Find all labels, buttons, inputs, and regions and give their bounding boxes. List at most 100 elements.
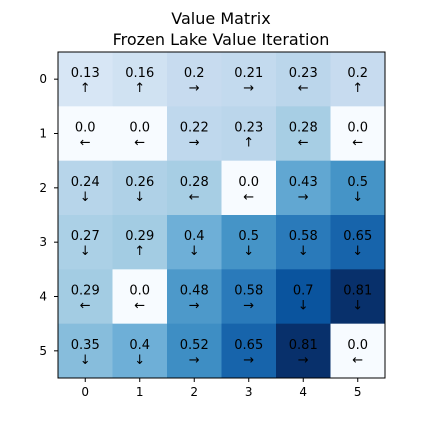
cell-policy-arrow: ↓ (134, 353, 145, 368)
y-tick-label: 4 (39, 290, 47, 304)
heatmap-cell (276, 52, 331, 107)
heatmap-cell (58, 215, 113, 270)
heatmap-cell-labels: 0.13↑0.16↑0.2→0.21→0.23←0.2↑0.0←0.0←0.22… (71, 66, 372, 368)
cell-policy-arrow: → (243, 353, 254, 368)
cell-policy-arrow: ↓ (80, 353, 91, 368)
heatmap-cell (276, 160, 331, 216)
heatmap-cell (276, 269, 331, 325)
cell-value-label: 0.0 (347, 121, 368, 136)
cell-policy-arrow: ↓ (298, 244, 309, 259)
cell-value-label: 0.81 (289, 338, 318, 353)
cell-value-label: 0.65 (343, 229, 372, 244)
cell-value-label: 0.21 (234, 66, 263, 81)
heatmap-cell (167, 269, 222, 325)
heatmap-cell (221, 269, 277, 325)
heatmap-cell (276, 106, 331, 162)
heatmap-cell (167, 323, 222, 379)
heatmap-cell (112, 269, 168, 325)
cell-policy-arrow: ← (298, 136, 309, 151)
cell-value-label: 0.23 (234, 121, 263, 136)
heatmap-cell (330, 160, 386, 216)
cell-value-label: 0.58 (234, 284, 263, 299)
heatmap-cells (58, 52, 386, 379)
heatmap-cell (221, 215, 277, 270)
y-tick-label: 5 (39, 344, 47, 358)
cell-value-label: 0.2 (184, 66, 205, 81)
cell-value-label: 0.0 (129, 284, 150, 299)
cell-value-label: 0.13 (71, 66, 100, 81)
cell-policy-arrow: ↓ (189, 244, 200, 259)
heatmap-cell (112, 52, 168, 107)
x-tick-label: 1 (136, 385, 144, 399)
chart-subtitle: Frozen Lake Value Iteration (113, 30, 330, 49)
y-tick-label: 0 (39, 72, 47, 86)
heatmap-cell (330, 323, 386, 379)
cell-policy-arrow: ↓ (134, 190, 145, 205)
cell-policy-arrow: ← (298, 81, 309, 96)
cell-policy-arrow: ← (134, 136, 145, 151)
heatmap-cell (276, 215, 331, 270)
cell-value-label: 0.5 (347, 175, 368, 190)
cell-policy-arrow: ↓ (80, 190, 91, 205)
heatmap-cell (112, 160, 168, 216)
cell-value-label: 0.7 (293, 284, 314, 299)
heatmap-cell (58, 269, 113, 325)
y-tick-label: 1 (39, 127, 47, 141)
cell-value-label: 0.0 (238, 175, 259, 190)
cell-policy-arrow: ↑ (352, 81, 363, 96)
heatmap-cell (221, 106, 277, 162)
cell-policy-arrow: ↑ (134, 81, 145, 96)
cell-policy-arrow: ↑ (134, 244, 145, 259)
x-tick-label: 2 (190, 385, 198, 399)
cell-value-label: 0.43 (289, 175, 318, 190)
cell-policy-arrow: ← (80, 136, 91, 151)
heatmap-cell (330, 269, 386, 325)
cell-policy-arrow: ↓ (243, 244, 254, 259)
y-tick-label: 2 (39, 181, 47, 195)
cell-value-label: 0.4 (184, 229, 205, 244)
cell-value-label: 0.28 (289, 121, 318, 136)
cell-value-label: 0.2 (347, 66, 368, 81)
cell-policy-arrow: ↓ (80, 244, 91, 259)
x-axis: 0 1 2 3 4 5 (81, 378, 362, 399)
heatmap-cell (112, 215, 168, 270)
cell-policy-arrow: ↓ (298, 299, 309, 314)
cell-value-label: 0.29 (125, 229, 154, 244)
heatmap-cell (330, 106, 386, 162)
cell-value-label: 0.65 (234, 338, 263, 353)
cell-policy-arrow: → (298, 353, 309, 368)
heatmap-cell (112, 323, 168, 379)
x-tick-label: 4 (299, 385, 307, 399)
heatmap-cell (221, 52, 277, 107)
x-tick-label: 3 (245, 385, 253, 399)
cell-value-label: 0.4 (129, 338, 150, 353)
heatmap-cell (167, 160, 222, 216)
y-tick-label: 3 (39, 235, 47, 249)
cell-policy-arrow: ↑ (80, 81, 91, 96)
cell-policy-arrow: ↑ (243, 136, 254, 151)
heatmap-cell (58, 52, 113, 107)
heatmap-cell (58, 323, 113, 379)
x-tick-label: 0 (81, 385, 89, 399)
heatmap-cell (330, 52, 386, 107)
cell-value-label: 0.28 (180, 175, 209, 190)
heatmap-cell (58, 160, 113, 216)
cell-value-label: 0.23 (289, 66, 318, 81)
heatmap-cell (58, 106, 113, 162)
cell-policy-arrow: ↓ (352, 190, 363, 205)
cell-value-label: 0.5 (238, 229, 259, 244)
cell-policy-arrow: → (189, 353, 200, 368)
cell-policy-arrow: ← (243, 190, 254, 205)
cell-value-label: 0.26 (125, 175, 154, 190)
cell-policy-arrow: → (298, 190, 309, 205)
cell-policy-arrow: ↓ (352, 244, 363, 259)
cell-value-label: 0.81 (343, 284, 372, 299)
cell-value-label: 0.0 (129, 121, 150, 136)
heatmap-cell (221, 323, 277, 379)
cell-value-label: 0.29 (71, 284, 100, 299)
heatmap-cell (221, 160, 277, 216)
cell-policy-arrow: ← (189, 190, 200, 205)
heatmap-cell (167, 52, 222, 107)
cell-value-label: 0.35 (71, 338, 100, 353)
